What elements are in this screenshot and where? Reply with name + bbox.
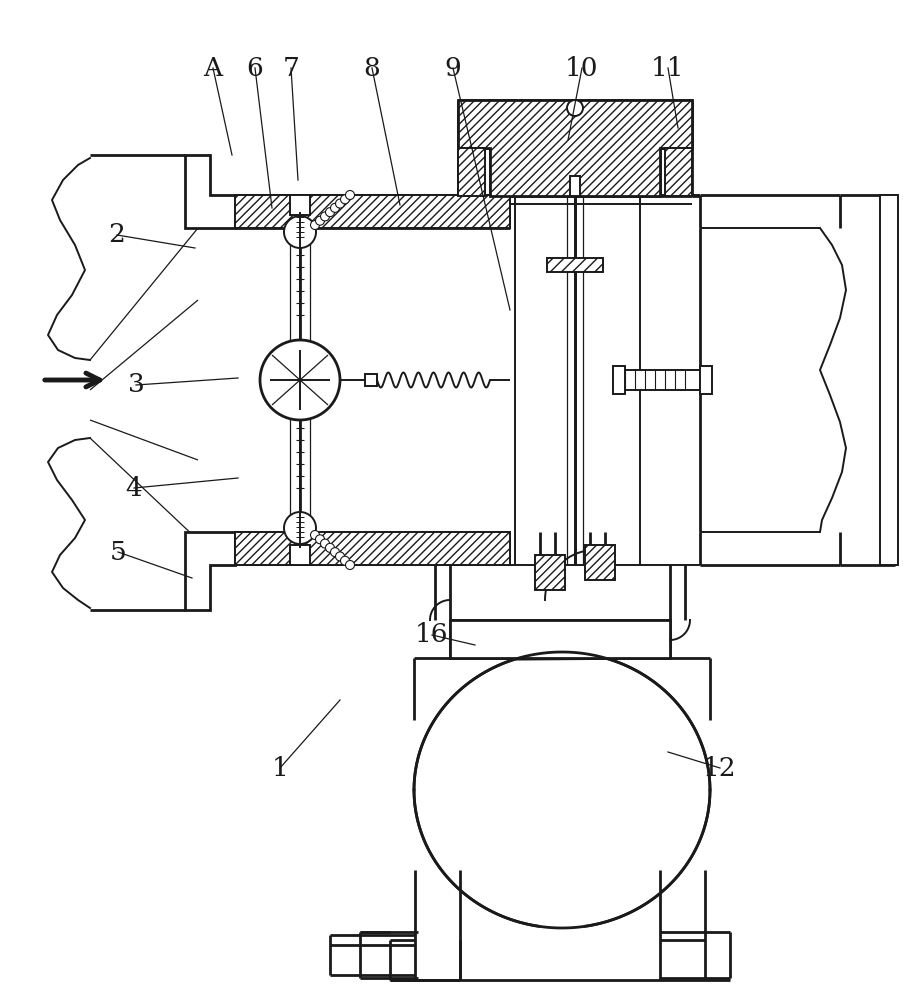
Bar	[547, 258, 603, 272]
Circle shape	[346, 560, 355, 570]
Text: 5: 5	[109, 540, 126, 564]
Circle shape	[316, 216, 325, 225]
Text: 10: 10	[565, 55, 599, 81]
Text: 8: 8	[364, 55, 380, 81]
Bar	[365, 374, 377, 386]
Text: 11: 11	[652, 55, 684, 81]
Bar	[535, 555, 565, 590]
Text: 7: 7	[283, 55, 299, 81]
Bar	[613, 366, 625, 394]
Polygon shape	[414, 658, 710, 928]
Bar	[235, 195, 300, 228]
Bar	[290, 195, 310, 215]
Circle shape	[316, 535, 325, 544]
Bar	[290, 545, 310, 565]
Text: 6: 6	[247, 55, 263, 81]
Circle shape	[310, 530, 319, 540]
Bar	[700, 366, 712, 394]
Circle shape	[310, 221, 319, 230]
Polygon shape	[458, 148, 485, 196]
Bar	[450, 620, 670, 658]
Circle shape	[320, 212, 329, 221]
Text: 9: 9	[445, 55, 461, 81]
Circle shape	[340, 556, 349, 565]
Polygon shape	[665, 148, 692, 196]
Polygon shape	[185, 532, 235, 610]
Circle shape	[567, 100, 583, 116]
Bar	[235, 532, 300, 565]
Circle shape	[330, 548, 339, 557]
Circle shape	[330, 203, 339, 212]
Text: A: A	[204, 55, 223, 81]
Text: 2: 2	[108, 223, 126, 247]
Circle shape	[284, 216, 316, 248]
Bar	[880, 195, 898, 565]
Text: 1: 1	[271, 756, 288, 780]
Circle shape	[326, 543, 335, 552]
Circle shape	[340, 195, 349, 204]
Circle shape	[320, 539, 329, 548]
Polygon shape	[185, 155, 235, 228]
Circle shape	[326, 208, 335, 217]
Text: 12: 12	[703, 756, 737, 780]
Circle shape	[336, 552, 345, 561]
Bar	[570, 176, 580, 196]
Text: 3: 3	[127, 372, 145, 397]
Circle shape	[284, 512, 316, 544]
Circle shape	[346, 190, 355, 200]
Circle shape	[336, 199, 345, 208]
Polygon shape	[458, 100, 692, 196]
Text: 4: 4	[126, 476, 142, 500]
Bar	[300, 195, 510, 228]
Bar	[300, 532, 510, 565]
Bar	[585, 545, 615, 580]
Circle shape	[260, 340, 340, 420]
Text: 16: 16	[415, 622, 449, 648]
Bar	[620, 370, 700, 390]
